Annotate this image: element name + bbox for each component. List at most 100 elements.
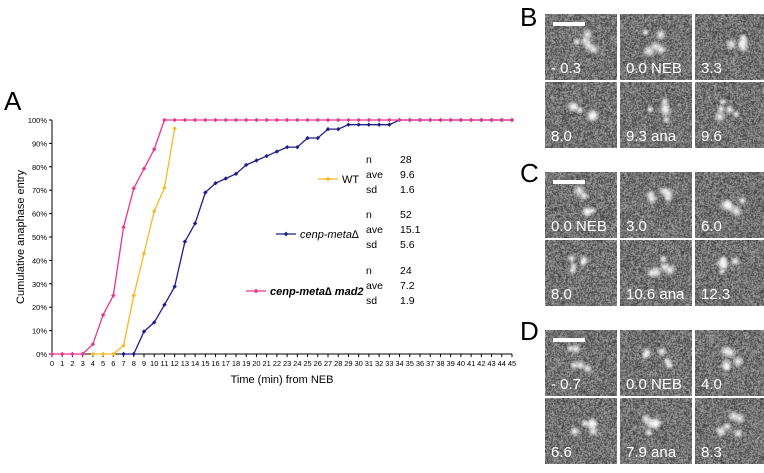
stat-key: ave: [366, 280, 383, 292]
series-line: [92, 128, 176, 355]
data-point: [141, 251, 147, 256]
x-tick-label: 39: [446, 359, 454, 368]
micrograph-b-1: - 0.3: [545, 14, 617, 80]
data-point: [274, 117, 280, 123]
stat-value: 1.6: [400, 184, 415, 196]
y-tick-label: 30%: [32, 280, 47, 289]
data-point: [336, 117, 341, 123]
y-tick-label: 20%: [32, 303, 47, 312]
stat-key: n: [366, 265, 372, 277]
micrograph-noise: [620, 240, 692, 306]
data-point: [264, 153, 269, 159]
data-point: [100, 351, 106, 357]
data-point: [233, 171, 239, 177]
y-tick-label: 40%: [32, 256, 47, 265]
data-point: [182, 117, 188, 123]
data-point: [90, 351, 96, 357]
data-point: [60, 351, 65, 357]
data-point: [121, 224, 126, 230]
time-label: 6.0: [701, 218, 722, 235]
x-tick-label: 29: [344, 359, 352, 368]
data-point: [233, 117, 239, 123]
x-tick-label: 17: [222, 359, 230, 368]
micrograph-c-3: 6.0: [695, 172, 764, 238]
micrograph-noise: [545, 82, 617, 148]
data-point: [315, 135, 320, 141]
data-point: [172, 284, 177, 289]
stat-key: sd: [366, 184, 377, 196]
data-point: [162, 117, 167, 123]
data-point: [213, 180, 218, 186]
micrograph-noise: [695, 398, 764, 464]
legend-marker: [325, 176, 331, 182]
x-tick-label: 30: [354, 359, 362, 368]
micrograph-noise: [695, 240, 764, 306]
stat-value: 9.6: [400, 169, 415, 181]
micrograph-noise: [695, 14, 764, 80]
data-point: [428, 117, 433, 123]
time-label: 0.0 NEB: [626, 60, 682, 77]
data-point: [172, 117, 177, 123]
data-point: [325, 117, 331, 123]
time-label: 9.3 ana: [626, 128, 677, 145]
legend-label: WT: [342, 174, 359, 186]
x-tick-label: 27: [324, 359, 332, 368]
data-point: [407, 117, 412, 123]
data-point: [397, 117, 402, 123]
data-point: [141, 166, 147, 171]
data-point: [438, 117, 443, 123]
data-point: [152, 147, 157, 152]
data-point: [315, 117, 320, 123]
data-point: [162, 185, 167, 191]
data-point: [479, 117, 484, 123]
x-tick-label: 12: [170, 359, 178, 368]
legend-marker: [283, 231, 289, 237]
data-point: [90, 341, 96, 347]
x-tick-label: 5: [101, 359, 105, 368]
stat-key: sd: [366, 295, 377, 307]
x-tick-label: 23: [283, 359, 291, 368]
y-tick-label: 70%: [32, 186, 47, 195]
data-point: [284, 144, 290, 150]
micrograph-b-2: 0.0 NEB: [620, 14, 692, 80]
data-point: [203, 190, 208, 195]
micrograph-d-4: 6.6: [545, 398, 617, 464]
stat-key: n: [366, 209, 372, 221]
stat-value: 5.6: [400, 239, 415, 251]
x-tick-label: 35: [406, 359, 414, 368]
data-point: [264, 117, 269, 123]
micrograph-d-2: 0.0 NEB: [620, 330, 692, 396]
x-tick-label: 1: [60, 359, 64, 368]
data-point: [49, 351, 55, 357]
stat-value: 52: [400, 209, 412, 221]
time-label: - 0.7: [551, 376, 582, 393]
y-axis-label: Cumulative anaphase entry: [15, 170, 27, 304]
legend-label: cenp-meta∆ mad2: [270, 286, 364, 298]
anaphase-entry-chart: 0%10%20%30%40%50%60%70%80%90%100%0 1 2 3 4 5 6…: [15, 116, 516, 386]
y-tick-label: 60%: [32, 210, 47, 219]
data-point: [182, 239, 188, 244]
x-tick-label: 21: [262, 359, 270, 368]
data-point: [80, 351, 85, 357]
micrograph-d-5: 7.9 ana: [620, 398, 692, 464]
data-point: [131, 186, 136, 191]
panel-label-c: C: [520, 158, 539, 188]
x-tick-label: 24: [293, 359, 301, 368]
scale-bar: [553, 180, 585, 184]
micrograph-c-5: 10.6 ana: [620, 240, 692, 306]
data-point: [376, 122, 382, 127]
x-tick-label: 26: [314, 359, 322, 368]
data-point: [274, 149, 280, 154]
x-tick-label: 20: [252, 359, 260, 368]
data-point: [489, 117, 494, 123]
time-label: 3.3: [701, 60, 722, 77]
y-tick-label: 10%: [32, 327, 47, 336]
x-tick-label: 45: [508, 359, 516, 368]
x-tick-label: 15: [201, 359, 209, 368]
y-tick-label: 90%: [32, 139, 47, 148]
data-point: [387, 122, 392, 127]
x-tick-label: 4: [91, 359, 95, 368]
data-point: [152, 320, 157, 325]
panel-label-b: B: [520, 2, 538, 32]
stat-value: 7.2: [400, 280, 415, 292]
